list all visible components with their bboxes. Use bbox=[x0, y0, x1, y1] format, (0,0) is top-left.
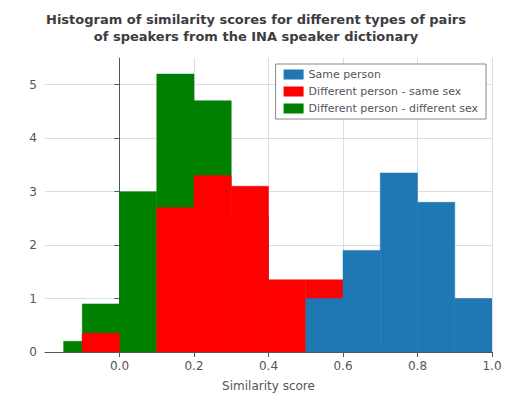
svg-text:4: 4 bbox=[29, 131, 37, 145]
svg-text:0.0: 0.0 bbox=[110, 359, 129, 373]
svg-text:0.8: 0.8 bbox=[408, 359, 427, 373]
svg-text:1.0: 1.0 bbox=[482, 359, 501, 373]
svg-text:of speakers from the INA speak: of speakers from the INA speaker diction… bbox=[94, 29, 419, 44]
svg-text:Similarity score: Similarity score bbox=[222, 379, 315, 393]
svg-text:1: 1 bbox=[29, 292, 37, 306]
svg-text:Histogram of similarity scores: Histogram of similarity scores for diffe… bbox=[46, 12, 466, 27]
svg-text:5: 5 bbox=[29, 78, 37, 92]
svg-text:0.6: 0.6 bbox=[333, 359, 352, 373]
svg-text:0.4: 0.4 bbox=[259, 359, 278, 373]
svg-text:0.2: 0.2 bbox=[184, 359, 203, 373]
svg-text:Different person - different s: Different person - different sex bbox=[309, 102, 479, 115]
svg-text:Same person: Same person bbox=[309, 68, 381, 81]
svg-text:Different person - same sex: Different person - same sex bbox=[309, 85, 462, 98]
svg-text:3: 3 bbox=[29, 185, 37, 199]
svg-text:2: 2 bbox=[29, 238, 37, 252]
svg-text:0: 0 bbox=[29, 345, 37, 359]
